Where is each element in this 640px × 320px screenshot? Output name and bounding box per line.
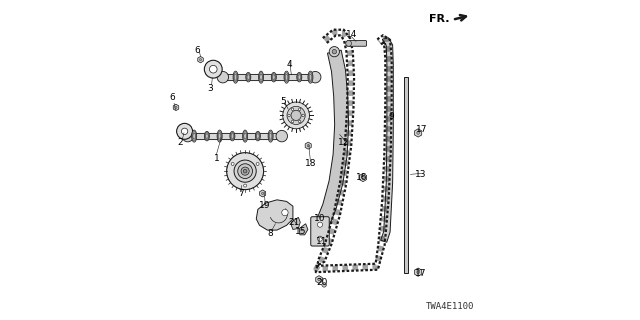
Text: 16: 16 <box>356 173 367 182</box>
Ellipse shape <box>246 72 251 82</box>
Ellipse shape <box>243 130 248 142</box>
Circle shape <box>317 236 323 241</box>
Polygon shape <box>198 56 204 63</box>
Text: 17: 17 <box>415 268 426 278</box>
Circle shape <box>276 130 287 142</box>
Text: 8: 8 <box>268 229 273 238</box>
Text: 6: 6 <box>170 93 175 102</box>
Text: TWA4E1100: TWA4E1100 <box>426 302 474 311</box>
Text: 13: 13 <box>415 170 426 179</box>
Circle shape <box>200 59 202 61</box>
Circle shape <box>329 47 339 57</box>
Text: 2: 2 <box>178 138 183 147</box>
Text: 6: 6 <box>195 45 200 55</box>
Circle shape <box>287 106 305 124</box>
Circle shape <box>298 108 301 110</box>
Circle shape <box>209 65 217 73</box>
Circle shape <box>234 160 256 182</box>
Polygon shape <box>300 224 308 235</box>
Circle shape <box>243 169 247 173</box>
Circle shape <box>244 184 246 187</box>
Text: FR.: FR. <box>429 13 449 24</box>
Polygon shape <box>381 38 394 242</box>
Circle shape <box>177 123 193 139</box>
Circle shape <box>181 128 188 134</box>
Circle shape <box>322 283 326 287</box>
Text: 5: 5 <box>280 97 286 106</box>
Polygon shape <box>173 104 179 111</box>
Circle shape <box>182 130 193 142</box>
Circle shape <box>283 102 310 129</box>
Circle shape <box>256 163 259 165</box>
Ellipse shape <box>308 71 313 83</box>
Circle shape <box>317 222 323 227</box>
Circle shape <box>282 209 288 216</box>
Polygon shape <box>260 190 266 197</box>
Circle shape <box>217 71 228 83</box>
Text: 15: 15 <box>295 227 307 236</box>
FancyBboxPatch shape <box>347 41 367 46</box>
Ellipse shape <box>230 131 235 141</box>
Text: 1: 1 <box>214 154 220 163</box>
Ellipse shape <box>204 131 209 141</box>
Ellipse shape <box>191 130 196 142</box>
Ellipse shape <box>255 131 260 141</box>
Text: 19: 19 <box>259 201 271 210</box>
Text: 3: 3 <box>207 84 213 93</box>
Circle shape <box>291 108 294 110</box>
Circle shape <box>310 71 321 83</box>
Ellipse shape <box>271 72 276 82</box>
Circle shape <box>175 107 177 108</box>
Circle shape <box>204 60 222 78</box>
Circle shape <box>241 167 249 175</box>
Text: 17: 17 <box>416 125 428 134</box>
Ellipse shape <box>233 71 238 83</box>
Circle shape <box>231 163 234 165</box>
Polygon shape <box>415 268 422 276</box>
FancyBboxPatch shape <box>311 217 329 246</box>
Circle shape <box>362 176 364 179</box>
Circle shape <box>291 120 294 123</box>
Text: 20: 20 <box>316 278 327 287</box>
Circle shape <box>288 114 290 116</box>
Text: 11: 11 <box>316 237 327 246</box>
Circle shape <box>298 120 301 123</box>
Circle shape <box>346 41 351 46</box>
Polygon shape <box>404 77 408 273</box>
Ellipse shape <box>297 72 302 82</box>
Polygon shape <box>256 200 293 230</box>
Polygon shape <box>415 129 422 137</box>
Text: 10: 10 <box>314 214 325 223</box>
Text: 18: 18 <box>305 159 316 168</box>
Circle shape <box>417 271 419 274</box>
Circle shape <box>318 278 320 281</box>
Circle shape <box>262 192 264 195</box>
Text: 9: 9 <box>389 113 395 122</box>
Text: 14: 14 <box>346 30 357 39</box>
Text: 21: 21 <box>288 218 300 227</box>
Circle shape <box>417 132 419 134</box>
Circle shape <box>237 164 253 179</box>
Polygon shape <box>316 50 349 226</box>
Circle shape <box>332 50 337 54</box>
Text: 12: 12 <box>338 138 349 147</box>
Circle shape <box>227 153 264 190</box>
Circle shape <box>307 145 309 147</box>
Polygon shape <box>316 276 323 283</box>
Text: 7: 7 <box>238 189 244 198</box>
Ellipse shape <box>284 71 289 83</box>
Ellipse shape <box>268 130 273 142</box>
Polygon shape <box>360 173 367 182</box>
Polygon shape <box>291 217 300 229</box>
Circle shape <box>302 114 305 116</box>
Ellipse shape <box>217 130 222 142</box>
Text: 4: 4 <box>287 60 292 69</box>
Circle shape <box>291 110 301 120</box>
Ellipse shape <box>259 71 264 83</box>
Polygon shape <box>305 142 311 149</box>
